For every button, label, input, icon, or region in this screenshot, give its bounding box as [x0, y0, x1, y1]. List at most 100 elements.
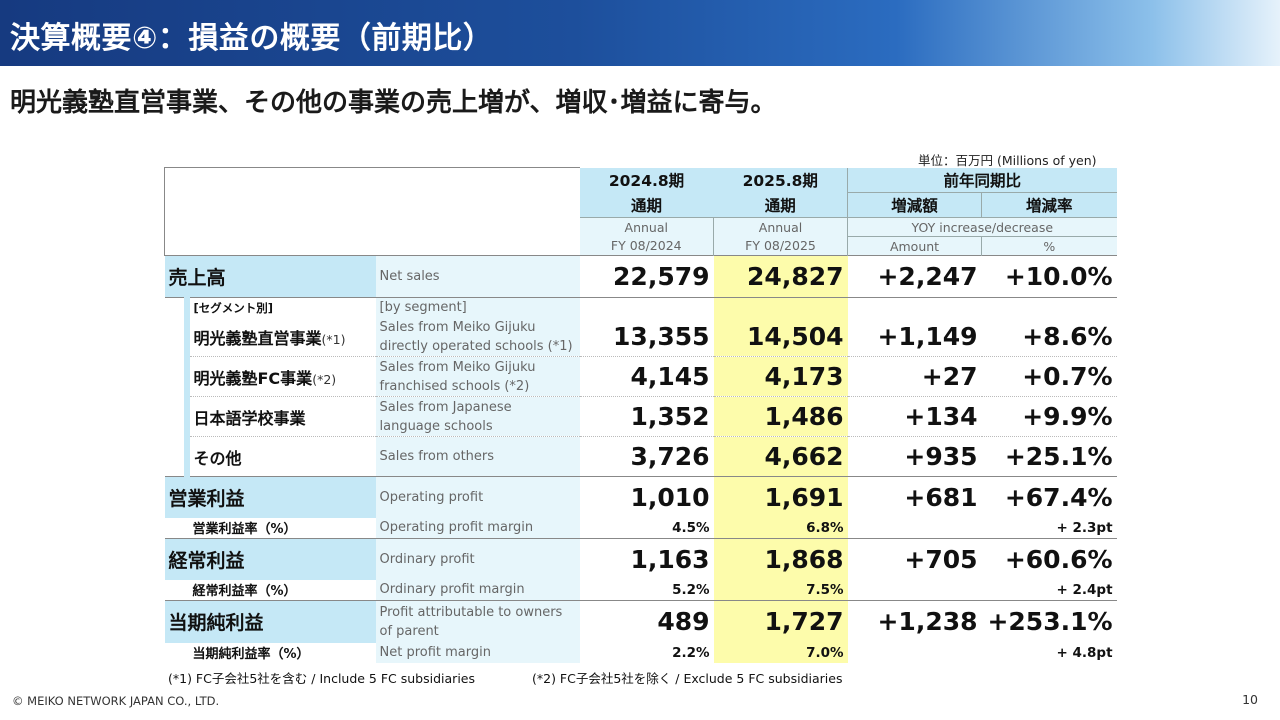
segment-others-label: その他	[183, 436, 376, 477]
col-prev-fy: FY 08/2024	[579, 236, 714, 256]
net-margin-label: 当期純利益率（%）	[164, 642, 376, 663]
col-curr-annual-jp: 通期	[713, 192, 848, 218]
operating-margin-prev: 4.5%	[672, 519, 710, 536]
col-prev-annual-jp: 通期	[579, 192, 714, 218]
segment-fc-amount: +27	[847, 356, 982, 397]
operating-margin-label: 営業利益率（%）	[164, 517, 376, 539]
col-curr-fy: FY 08/2025	[713, 236, 848, 256]
footnote-1: (*1) FC子会社5社を含む / Include 5 FC subsidiar…	[168, 671, 475, 686]
page-number: 10	[1242, 692, 1258, 707]
row-operating-profit: 営業利益 Operating profit 1,010 1,691 +681 +…	[164, 476, 1117, 518]
segment-others-label-en: Sales from others	[375, 436, 580, 477]
page-subtitle: 明光義塾直営事業、その他の事業の売上増が、増収･増益に寄与。	[10, 88, 777, 118]
net-margin-curr: 7.0%	[713, 642, 848, 663]
net-sales-amount: +2,247	[847, 255, 982, 298]
row-segment-japanese: 日本語学校事業 Sales from Japanese language sch…	[165, 396, 1117, 437]
ordinary-margin-label-en: Ordinary profit margin	[375, 579, 580, 601]
net-margin-rate: + 4.8pt	[1056, 644, 1113, 661]
segment-direct-rate: +8.6%	[1022, 322, 1113, 352]
operating-margin-label-en: Operating profit margin	[375, 517, 580, 539]
segment-fc-prev: 4,145	[579, 356, 714, 397]
net-profit-prev: 489	[579, 600, 714, 643]
operating-profit-label-en: Operating profit	[375, 476, 580, 518]
ordinary-profit-amount: +705	[847, 538, 982, 580]
segment-others-curr: 4,662	[713, 436, 848, 477]
row-segment-fc: 明光義塾FC事業(*2) Sales from Meiko Gijuku fra…	[165, 356, 1117, 397]
segment-japanese-curr: 1,486	[713, 396, 848, 437]
segment-fc-note: (*2)	[312, 371, 337, 387]
segment-fc-curr: 4,173	[713, 356, 848, 397]
copyright: © MEIKO NETWORK JAPAN CO., LTD.	[12, 694, 220, 708]
operating-margin-curr: 6.8%	[713, 517, 848, 539]
col-prev-annual-en: Annual	[579, 217, 714, 237]
ordinary-margin-curr: 7.5%	[713, 579, 848, 601]
segment-fc-name: 明光義塾FC事業	[193, 368, 313, 388]
ordinary-profit-rate: +60.6%	[981, 538, 1117, 580]
header-row-fy: FY 08/2024 FY 08/2025 Amount %	[165, 236, 1117, 256]
net-profit-rate: +253.1%	[981, 600, 1117, 643]
col-prev-period: 2024.8期	[579, 167, 714, 193]
col-yoy-group: 前年同期比	[847, 167, 1117, 193]
net-profit-curr: 1,727	[713, 600, 848, 643]
net-margin-prev: 2.2%	[672, 644, 710, 661]
net-sales-prev: 22,579	[579, 255, 714, 298]
ordinary-profit-label-en: Ordinary profit	[375, 538, 580, 580]
ordinary-margin-rate: + 2.4pt	[1056, 581, 1113, 598]
segment-direct-amount: +1,149	[877, 322, 978, 352]
net-sales-rate: +10.0%	[981, 255, 1117, 298]
ordinary-profit-prev: 1,163	[579, 538, 714, 580]
net-profit-label: 当期純利益	[164, 600, 376, 643]
row-net-margin: 当期純利益率（%） Net profit margin 2.2% 7.0% + …	[164, 642, 1117, 663]
segment-others-rate: +25.1%	[981, 436, 1117, 477]
segment-fc-rate: +0.7%	[981, 356, 1117, 397]
net-sales-curr: 24,827	[713, 255, 848, 298]
income-statement-table: 2024.8期 2025.8期 前年同期比 通期 通期 増減額 増減率 Annu…	[163, 167, 1117, 663]
row-net-profit: 当期純利益 Profit attributable to owners of p…	[164, 600, 1117, 643]
header-row-en: Annual Annual YOY increase/decrease	[165, 217, 1117, 237]
page-title: 決算概要④：損益の概要（前期比）	[10, 21, 494, 56]
row-operating-margin: 営業利益率（%） Operating profit margin 4.5% 6.…	[164, 517, 1117, 539]
ordinary-profit-curr: 1,868	[713, 538, 848, 580]
segment-japanese-rate: +9.9%	[981, 396, 1117, 437]
unit-note: 単位：百万円 (Millions of yen)	[918, 153, 1097, 168]
col-yoy-rate-en: %	[981, 236, 1117, 256]
segment-japanese-amount: +134	[847, 396, 982, 437]
operating-margin-rate: + 2.3pt	[1056, 519, 1113, 536]
segment-japanese-label-en: Sales from Japanese language schools	[375, 396, 580, 437]
segment-stub	[164, 297, 187, 477]
segment-others-amount: +935	[847, 436, 982, 477]
header-row-period: 2024.8期 2025.8期 前年同期比	[163, 167, 1117, 256]
net-sales-label-en: Net sales	[375, 255, 580, 298]
operating-profit-rate: +67.4%	[981, 476, 1117, 518]
segment-direct-prev: 13,355	[613, 322, 710, 352]
operating-profit-curr: 1,691	[713, 476, 848, 518]
col-curr-period: 2025.8期	[713, 167, 848, 193]
operating-profit-amount: +681	[847, 476, 982, 518]
segment-japanese-label: 日本語学校事業	[183, 396, 376, 437]
row-net-sales: 売上高 Net sales 22,579 24,827 +2,247 +10.0…	[164, 255, 1117, 298]
title-bar: 決算概要④：損益の概要（前期比）	[0, 0, 1280, 66]
net-profit-label-en: Profit attributable to owners of parent	[375, 600, 580, 643]
ordinary-profit-label: 経常利益	[164, 538, 376, 580]
col-curr-annual-en: Annual	[713, 217, 848, 237]
header-blank-cell	[163, 167, 580, 256]
segment-direct-curr: 14,504	[713, 317, 848, 357]
footnote-2: (*2) FC子会社5社を除く / Exclude 5 FC subsidiar…	[532, 671, 843, 686]
row-segment-others: その他 Sales from others 3,726 4,662 +935 +…	[165, 436, 1117, 477]
segment-header-label-en: [by segment]	[375, 297, 580, 318]
segment-direct-name: 明光義塾直営事業	[193, 328, 322, 348]
net-sales-label: 売上高	[164, 255, 376, 298]
operating-profit-prev: 1,010	[579, 476, 714, 518]
segment-direct-note: (*1)	[321, 331, 346, 347]
ordinary-margin-label: 経常利益率（%）	[164, 579, 376, 601]
segment-others-prev: 3,726	[579, 436, 714, 477]
row-segment-header: [セグメント別] [by segment]	[164, 297, 1117, 477]
row-segment-direct: 明光義塾直営事業(*1) Sales from Meiko Gijuku dir…	[165, 317, 1117, 357]
col-yoy-rate-jp: 増減率	[981, 192, 1117, 218]
row-ordinary-margin: 経常利益率（%） Ordinary profit margin 5.2% 7.5…	[164, 579, 1117, 601]
header-row-annual: 通期 通期 増減額 増減率	[165, 192, 1117, 218]
segment-header-label: [セグメント別]	[183, 297, 376, 318]
segment-direct-label-en: Sales from Meiko Gijuku directly operate…	[375, 317, 580, 357]
net-margin-label-en: Net profit margin	[375, 642, 580, 663]
col-yoy-en: YOY increase/decrease	[847, 217, 1117, 237]
